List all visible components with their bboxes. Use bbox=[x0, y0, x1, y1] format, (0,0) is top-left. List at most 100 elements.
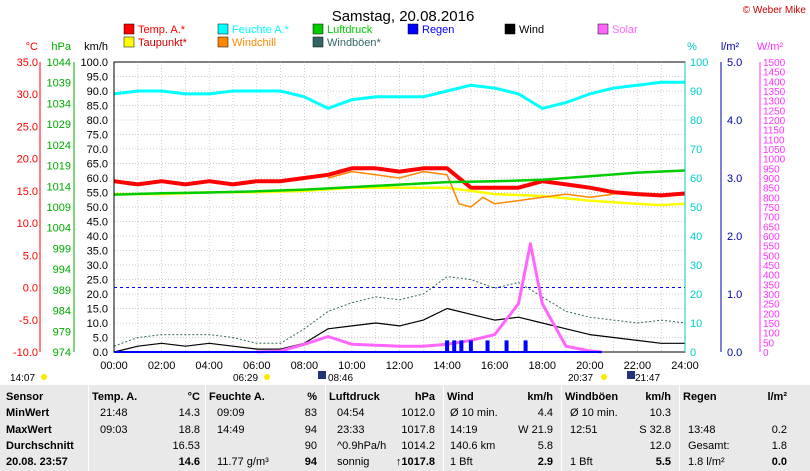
chart-legend: Temp. A.* Feuchte A.* Luftdruck Regen Wind So… bbox=[123, 23, 638, 49]
table-cell-pressure-value: ↑1017.8 bbox=[395, 456, 435, 468]
marker-sunrise: 06:29 bbox=[233, 373, 258, 384]
axis-tick-label: 1050 bbox=[763, 145, 786, 156]
axis-tick-label: 15.0 bbox=[17, 186, 38, 198]
axis-tick-label: 2.0 bbox=[727, 231, 742, 243]
table-cell-pressure-time: 23:33 bbox=[337, 424, 365, 436]
axis-tick-label: 4.0 bbox=[727, 115, 742, 127]
table-cell-gust-value: 12.0 bbox=[649, 440, 671, 452]
table-row-label: 20.08. 23:57 bbox=[6, 456, 68, 468]
axis-tick-label: 700 bbox=[763, 213, 780, 224]
axis-tick-label: 100 bbox=[763, 329, 780, 340]
axis-tick-label: 1034 bbox=[47, 98, 71, 110]
table-header-pressure-unit: hPa bbox=[414, 391, 435, 403]
axis-tick-label: 1044 bbox=[47, 57, 71, 69]
series-line bbox=[113, 166, 686, 198]
table-cell-pressure-value: 1012.0 bbox=[401, 407, 435, 419]
axis-unit-label: km/h bbox=[84, 41, 108, 53]
axis-tick-label: 90.0 bbox=[87, 86, 108, 98]
axis-tick-label: 60.0 bbox=[87, 173, 108, 185]
x-tick-label: 08:00 bbox=[291, 360, 319, 372]
table-row-label: Durchschnitt bbox=[6, 440, 74, 452]
table-cell-humidity-value: 94 bbox=[304, 424, 317, 436]
axis-tick-label: 5.0 bbox=[23, 250, 38, 262]
legend-swatch bbox=[504, 23, 516, 35]
axis-tick-label: 25.0 bbox=[87, 275, 108, 287]
table-header-pressure: Luftdruck bbox=[329, 391, 380, 403]
table-header-temp: Temp. A. bbox=[92, 391, 138, 403]
axis-unit-label: °C bbox=[26, 41, 38, 53]
axis-tick-label: 850 bbox=[763, 184, 780, 195]
table-cell-pressure-time: 04:54 bbox=[337, 407, 365, 419]
axis-tick-label: 1300 bbox=[763, 97, 786, 108]
axis-tick-label: 45.0 bbox=[87, 217, 108, 229]
axis-tick-label: 1250 bbox=[763, 106, 786, 117]
axis-tick-label: 100.0 bbox=[80, 57, 108, 69]
axis-tick-label: 974 bbox=[53, 347, 71, 359]
table-cell-gust-value: 5.5 bbox=[655, 456, 671, 468]
table-header-rain: Regen bbox=[683, 391, 717, 403]
legend-label: Windböen* bbox=[327, 37, 382, 49]
axis-tick-label: 1000 bbox=[763, 155, 786, 166]
table-cell-temp-value: 14.6 bbox=[178, 456, 200, 468]
axis-tick-label: -5.0 bbox=[19, 315, 38, 327]
table-cell-gust-label: 12:51 bbox=[570, 424, 598, 436]
marker-civil-dawn: 08:46 bbox=[328, 373, 353, 384]
axis-tick-label: 450 bbox=[763, 261, 780, 272]
x-tick-label: 24:00 bbox=[671, 360, 699, 372]
axis-tick-label: 35.0 bbox=[87, 246, 108, 258]
x-tick-label: 12:00 bbox=[386, 360, 414, 372]
x-tick-label: 06:00 bbox=[243, 360, 271, 372]
axis-tick-label: 1150 bbox=[763, 126, 785, 137]
x-tick-label: 00:00 bbox=[100, 360, 128, 372]
table-column-divider bbox=[561, 385, 562, 471]
table-header-humidity: Feuchte A. bbox=[209, 391, 265, 403]
axis-tick-label: 989 bbox=[53, 285, 71, 297]
axis-tick-label: 1019 bbox=[47, 161, 71, 173]
table-column-divider bbox=[205, 385, 206, 471]
rain-bar bbox=[523, 340, 528, 352]
axis-tick-label: 30.0 bbox=[87, 260, 108, 272]
table-cell-rain-value: 0.2 bbox=[771, 424, 787, 436]
chart-grid bbox=[113, 61, 686, 353]
table-column-divider bbox=[679, 385, 680, 471]
axis-tick-label: 90 bbox=[690, 86, 702, 98]
axis-tick-label: 95.0 bbox=[87, 72, 108, 84]
axis-tick-label: 65.0 bbox=[87, 159, 108, 171]
legend-swatch bbox=[217, 23, 229, 35]
table-header-wind-unit: km/h bbox=[527, 391, 553, 403]
table-header-gust: Windböen bbox=[565, 391, 619, 403]
axis-tick-label: 1450 bbox=[763, 68, 786, 79]
table-cell-humidity-time: 11.77 g/m³ bbox=[217, 456, 269, 468]
table-cell-pressure-time: sonnig bbox=[337, 456, 370, 468]
axis-tick-label: 1350 bbox=[763, 87, 786, 98]
table-cell-rain-label: 13:48 bbox=[688, 424, 716, 436]
table-cell-gust-label: 1 Bft bbox=[570, 456, 593, 468]
axis-tick-label: -10.0 bbox=[13, 347, 38, 359]
table-row-label: MaxWert bbox=[6, 424, 52, 436]
table-cell-temp-value: 14.3 bbox=[178, 407, 200, 419]
axis-tick-label: 20 bbox=[690, 289, 702, 301]
legend-swatch bbox=[217, 36, 229, 48]
table-cell-wind-label: Ø 10 min. bbox=[450, 407, 498, 419]
table-cell-pressure-time: ^0.9hPa/h bbox=[337, 440, 387, 452]
axis-tick-label: 30 bbox=[690, 260, 702, 272]
legend-label: Taupunkt* bbox=[138, 37, 188, 49]
x-tick-label: 18:00 bbox=[528, 360, 556, 372]
legend-swatch bbox=[597, 23, 609, 35]
table-cell-rain-label: Gesamt: bbox=[688, 440, 730, 452]
axis-tick-label: 1024 bbox=[47, 140, 71, 152]
table-cell-rain-value: 0.0 bbox=[771, 456, 787, 468]
table-header-temp-unit: °C bbox=[187, 391, 200, 403]
table-header-rain-unit: l/m² bbox=[767, 391, 787, 403]
axis-tick-label: 200 bbox=[763, 309, 780, 320]
x-tick-label: 10:00 bbox=[338, 360, 366, 372]
marker-moonrise: 14:07 bbox=[10, 373, 35, 384]
table-cell-humidity-value: 94 bbox=[304, 456, 317, 468]
table-cell-gust-value: 10.3 bbox=[649, 407, 671, 419]
axis-tick-label: 0.0 bbox=[23, 283, 38, 295]
axis-tick-label: 70 bbox=[690, 144, 702, 156]
axis-tick-label: 999 bbox=[53, 243, 71, 255]
axis-tick-label: 5.0 bbox=[93, 333, 108, 345]
series-line bbox=[256, 242, 602, 354]
legend-label: Regen bbox=[422, 24, 454, 36]
